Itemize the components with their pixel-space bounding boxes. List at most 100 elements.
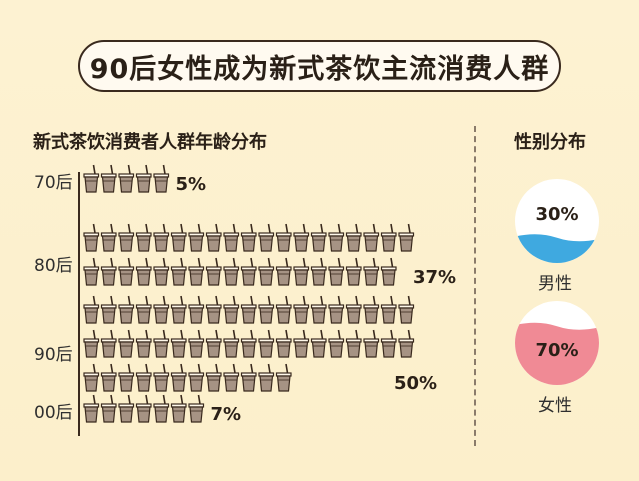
age-category-label: 00后 [34, 403, 73, 423]
milk-tea-cup-icon [240, 295, 257, 324]
age-value-label: 5% [176, 174, 207, 195]
gender-circle-0: 30% [515, 179, 599, 263]
milk-tea-cup-icon [118, 257, 135, 286]
milk-tea-cup-icon [135, 164, 152, 193]
milk-tea-cup-icon [83, 164, 100, 193]
milk-tea-cup-icon [100, 164, 117, 193]
milk-tea-cup-icon [223, 329, 240, 358]
milk-tea-cup-icon [135, 363, 152, 392]
milk-tea-cup-icon [258, 257, 275, 286]
milk-tea-cup-icon [188, 363, 205, 392]
milk-tea-cup-icon [398, 223, 415, 252]
page-title: 90后女性成为新式茶饮主流消费人群 [78, 40, 561, 92]
milk-tea-cup-icon [83, 223, 100, 252]
milk-tea-cup-icon [83, 363, 100, 392]
age-category-label: 90后 [34, 345, 73, 365]
milk-tea-cup-icon [170, 329, 187, 358]
gender-category-label: 男性 [538, 274, 572, 294]
milk-tea-cup-icon [380, 223, 397, 252]
milk-tea-cup-icon [240, 363, 257, 392]
milk-tea-cup-icon [83, 257, 100, 286]
milk-tea-cup-icon [153, 295, 170, 324]
milk-tea-cup-icon [118, 394, 135, 423]
milk-tea-cup-icon [258, 329, 275, 358]
milk-tea-cup-icon [275, 223, 292, 252]
milk-tea-cup-icon [118, 329, 135, 358]
gender-value-label: 70% [535, 340, 578, 361]
milk-tea-cup-icon [328, 257, 345, 286]
milk-tea-cup-icon [135, 394, 152, 423]
milk-tea-cup-icon [293, 329, 310, 358]
milk-tea-cup-icon [135, 257, 152, 286]
milk-tea-cup-icon [188, 329, 205, 358]
milk-tea-cup-icon [240, 329, 257, 358]
milk-tea-cup-icon [153, 164, 170, 193]
milk-tea-cup-icon [100, 295, 117, 324]
milk-tea-cup-icon [275, 295, 292, 324]
milk-tea-cup-icon [170, 363, 187, 392]
milk-tea-cup-icon [328, 295, 345, 324]
milk-tea-cup-icon [118, 363, 135, 392]
milk-tea-cup-icon [240, 223, 257, 252]
milk-tea-cup-icon [83, 329, 100, 358]
milk-tea-cup-icon [293, 223, 310, 252]
milk-tea-cup-icon [223, 257, 240, 286]
milk-tea-cup-icon [380, 257, 397, 286]
milk-tea-cup-icon [170, 223, 187, 252]
milk-tea-cup-icon [398, 295, 415, 324]
milk-tea-cup-icon [135, 329, 152, 358]
age-group-0: 70后 5% [34, 164, 207, 195]
gender-distribution-title: 性别分布 [514, 132, 586, 153]
age-value-label: 37% [413, 267, 456, 288]
age-group-3: 00后 7% [34, 394, 242, 425]
milk-tea-cup-icon [135, 223, 152, 252]
milk-tea-cup-icon [363, 223, 380, 252]
milk-tea-cup-icon [153, 223, 170, 252]
milk-tea-cup-icon [205, 295, 222, 324]
age-value-label: 50% [394, 373, 437, 394]
milk-tea-cup-icon [398, 329, 415, 358]
milk-tea-cup-icon [100, 329, 117, 358]
milk-tea-cup-icon [188, 394, 205, 423]
milk-tea-cup-icon [363, 257, 380, 286]
milk-tea-cup-icon [258, 223, 275, 252]
milk-tea-cup-icon [223, 223, 240, 252]
age-category-label: 80后 [34, 256, 73, 276]
age-category-label: 70后 [34, 173, 73, 193]
milk-tea-cup-icon [258, 363, 275, 392]
milk-tea-cup-icon [293, 295, 310, 324]
milk-tea-cup-icon [363, 329, 380, 358]
milk-tea-cup-icon [100, 394, 117, 423]
section-divider [474, 126, 476, 446]
age-value-label: 7% [211, 404, 242, 425]
gender-category-label: 女性 [538, 396, 572, 416]
milk-tea-cup-icon [345, 257, 362, 286]
milk-tea-cup-icon [223, 295, 240, 324]
milk-tea-cup-icon [188, 223, 205, 252]
milk-tea-cup-icon [275, 257, 292, 286]
milk-tea-cup-icon [380, 329, 397, 358]
milk-tea-cup-icon [170, 295, 187, 324]
milk-tea-cup-icon [153, 257, 170, 286]
gender-circle-1: 70% [515, 301, 599, 385]
milk-tea-cup-icon [275, 363, 292, 392]
milk-tea-cup-icon [118, 164, 135, 193]
milk-tea-cup-icon [153, 363, 170, 392]
milk-tea-cup-icon [205, 363, 222, 392]
milk-tea-cup-icon [345, 295, 362, 324]
milk-tea-cup-icon [205, 257, 222, 286]
milk-tea-cup-icon [310, 223, 327, 252]
milk-tea-cup-icon [328, 329, 345, 358]
milk-tea-cup-icon [153, 394, 170, 423]
milk-tea-cup-icon [205, 329, 222, 358]
milk-tea-cup-icon [170, 257, 187, 286]
milk-tea-cup-icon [345, 223, 362, 252]
milk-tea-cup-icon [275, 329, 292, 358]
milk-tea-cup-icon [100, 257, 117, 286]
age-group-2: 90后 50% [34, 295, 437, 394]
milk-tea-cup-icon [345, 329, 362, 358]
milk-tea-cup-icon [205, 223, 222, 252]
age-distribution-title: 新式茶饮消费者人群年龄分布 [33, 132, 267, 153]
milk-tea-cup-icon [310, 257, 327, 286]
